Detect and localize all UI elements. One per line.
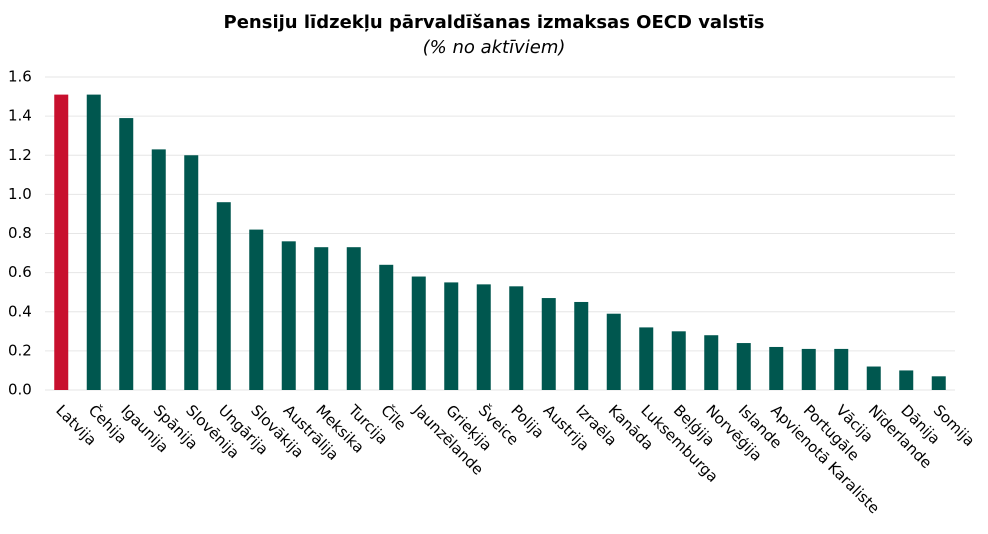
y-tick-label: 1.2 [8,146,32,164]
bar [801,348,816,390]
chart-subtitle: (% no aktīviem) [423,37,566,58]
bar [411,276,426,390]
bar [899,370,914,390]
y-tick-label: 1.4 [8,107,32,125]
bar [314,247,329,390]
bar [509,286,524,390]
bar [639,327,654,390]
bar [184,155,199,390]
bar [249,229,264,390]
bar [119,118,134,391]
bar [931,376,946,390]
bar [736,343,751,390]
bar [54,94,69,390]
bar [574,301,589,390]
bar [346,247,361,390]
y-tick-label: 0.8 [8,224,32,242]
bar [281,241,296,390]
y-tick-label: 1.6 [8,68,32,86]
bar [834,348,849,390]
bar [769,346,784,390]
bar [444,282,459,390]
bar [151,149,166,390]
y-tick-label: 0.4 [8,302,32,320]
y-tick-label: 0.6 [8,263,32,281]
bar [704,335,719,390]
bar [216,202,231,390]
bar [606,313,621,390]
y-tick-label: 1.0 [8,185,32,203]
chart-title: Pensiju līdzekļu pārvaldīšanas izmaksas … [224,12,765,33]
y-tick-label: 0.0 [8,381,32,399]
x-tick-label: Somija [930,401,979,450]
bar [866,366,881,390]
bar [541,298,556,390]
bar [379,264,394,390]
bar [476,284,491,390]
bar [671,331,686,390]
bar [86,94,101,390]
y-tick-label: 0.2 [8,341,32,359]
